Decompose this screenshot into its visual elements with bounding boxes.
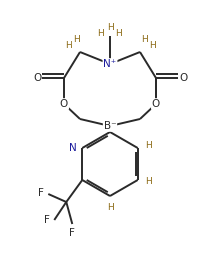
Text: O: O: [152, 99, 160, 109]
Text: H: H: [145, 141, 152, 150]
Text: N: N: [70, 143, 77, 153]
Text: O: O: [60, 99, 68, 109]
Text: F: F: [44, 215, 50, 225]
Text: F: F: [38, 188, 44, 198]
Text: O: O: [33, 73, 41, 83]
Text: H: H: [107, 22, 113, 32]
Text: H: H: [116, 28, 122, 38]
Text: F: F: [69, 228, 75, 238]
Text: B⁻: B⁻: [104, 121, 116, 131]
Text: N⁺: N⁺: [103, 59, 117, 69]
Text: H: H: [98, 28, 104, 38]
Text: H: H: [107, 202, 113, 212]
Text: O: O: [179, 73, 187, 83]
Text: H: H: [149, 41, 155, 50]
Text: H: H: [145, 178, 152, 187]
Text: H: H: [141, 36, 147, 44]
Text: H: H: [65, 41, 71, 50]
Text: H: H: [73, 36, 79, 44]
